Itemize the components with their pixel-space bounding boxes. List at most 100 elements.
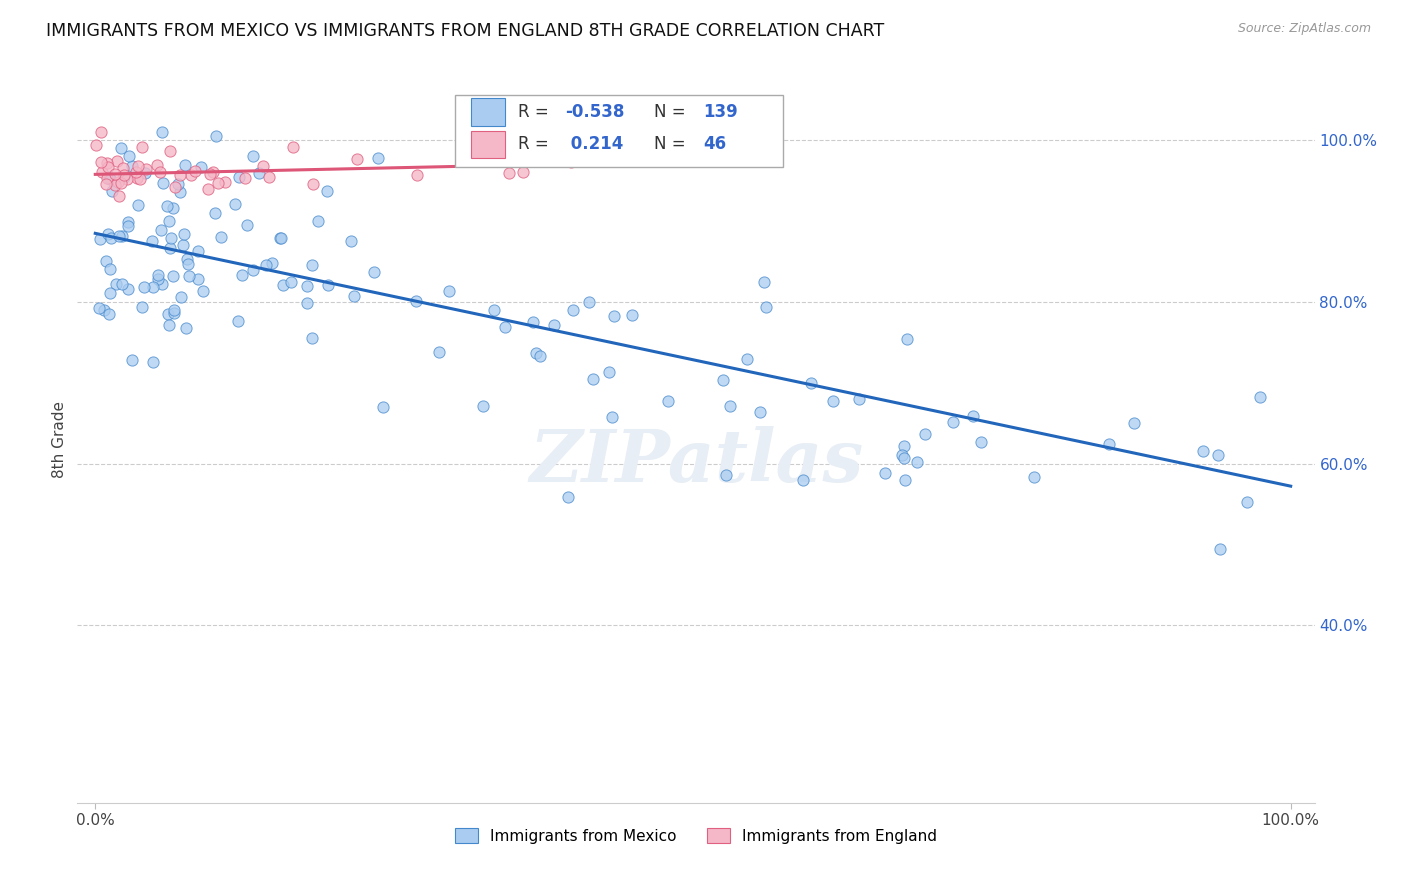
Point bbox=[716, 468, 738, 483]
Point bbox=[893, 450, 915, 465]
Point bbox=[620, 308, 643, 322]
Point bbox=[150, 277, 173, 291]
Point bbox=[84, 138, 107, 153]
Point bbox=[112, 161, 135, 176]
Point bbox=[163, 306, 186, 320]
Point bbox=[97, 227, 120, 242]
Point bbox=[207, 176, 229, 190]
Point bbox=[112, 169, 135, 184]
Point bbox=[657, 393, 679, 408]
Text: R =: R = bbox=[517, 136, 554, 153]
Point bbox=[193, 284, 215, 298]
Point bbox=[711, 373, 734, 387]
Point bbox=[735, 351, 758, 366]
Point bbox=[163, 302, 186, 317]
Point bbox=[104, 167, 127, 181]
Point bbox=[205, 128, 228, 143]
Point bbox=[149, 165, 172, 179]
Point bbox=[301, 258, 323, 272]
Point bbox=[127, 197, 149, 211]
Point bbox=[273, 278, 295, 293]
Point bbox=[752, 275, 775, 289]
Point bbox=[176, 252, 198, 266]
Point bbox=[174, 321, 197, 335]
Point bbox=[405, 294, 427, 309]
Point bbox=[104, 178, 127, 192]
Point bbox=[118, 148, 141, 162]
Point bbox=[295, 278, 318, 293]
Point bbox=[316, 184, 339, 198]
Point bbox=[162, 201, 184, 215]
Point bbox=[257, 169, 280, 184]
Y-axis label: 8th Grade: 8th Grade bbox=[52, 401, 67, 478]
Point bbox=[134, 166, 156, 180]
Point bbox=[159, 144, 181, 158]
Point bbox=[720, 399, 742, 413]
Point bbox=[1192, 443, 1215, 458]
Point bbox=[562, 302, 585, 317]
Point bbox=[110, 140, 132, 154]
FancyBboxPatch shape bbox=[471, 130, 505, 158]
Point bbox=[529, 350, 551, 364]
Point bbox=[1098, 437, 1121, 451]
Point bbox=[146, 268, 169, 283]
Point bbox=[87, 301, 110, 315]
Point bbox=[98, 170, 121, 185]
Point bbox=[427, 344, 450, 359]
Point bbox=[524, 346, 547, 360]
Point bbox=[170, 290, 193, 304]
Point bbox=[522, 314, 544, 328]
Point bbox=[145, 158, 167, 172]
FancyBboxPatch shape bbox=[454, 95, 783, 167]
Point bbox=[97, 160, 120, 174]
Point bbox=[405, 168, 427, 182]
Point bbox=[121, 159, 143, 173]
Point bbox=[1249, 390, 1271, 404]
Point bbox=[173, 158, 195, 172]
Point bbox=[176, 257, 198, 271]
Point bbox=[105, 277, 128, 291]
Point bbox=[150, 125, 173, 139]
Point bbox=[89, 232, 111, 246]
Point bbox=[560, 154, 582, 169]
Point bbox=[512, 165, 534, 179]
Point bbox=[224, 196, 246, 211]
Point bbox=[187, 272, 209, 286]
Point bbox=[115, 171, 138, 186]
Point bbox=[942, 415, 965, 429]
Point bbox=[231, 268, 253, 282]
Point bbox=[197, 181, 219, 195]
Point bbox=[346, 153, 368, 167]
Point bbox=[233, 171, 256, 186]
Point bbox=[98, 285, 121, 300]
Point bbox=[755, 300, 778, 314]
Point bbox=[96, 156, 118, 170]
Point bbox=[160, 230, 183, 244]
Point bbox=[471, 399, 494, 413]
Point bbox=[180, 168, 202, 182]
Point bbox=[236, 219, 259, 233]
Point bbox=[89, 155, 111, 169]
Point bbox=[1209, 542, 1232, 557]
Point bbox=[226, 314, 249, 328]
Point bbox=[201, 165, 224, 179]
Point bbox=[117, 282, 139, 296]
Point bbox=[252, 160, 274, 174]
Point bbox=[603, 309, 626, 323]
Point bbox=[270, 231, 292, 245]
Legend: Immigrants from Mexico, Immigrants from England: Immigrants from Mexico, Immigrants from … bbox=[449, 822, 943, 850]
Point bbox=[242, 149, 264, 163]
Text: N =: N = bbox=[654, 136, 690, 153]
Point bbox=[543, 318, 565, 332]
Point bbox=[159, 241, 181, 255]
Point bbox=[100, 230, 122, 244]
Point bbox=[471, 153, 494, 167]
Point bbox=[578, 295, 600, 310]
Point bbox=[156, 199, 179, 213]
Point bbox=[581, 372, 603, 386]
Point bbox=[165, 180, 187, 194]
Point bbox=[242, 262, 264, 277]
Point bbox=[439, 285, 461, 299]
Point bbox=[166, 177, 188, 191]
Point bbox=[142, 355, 165, 369]
